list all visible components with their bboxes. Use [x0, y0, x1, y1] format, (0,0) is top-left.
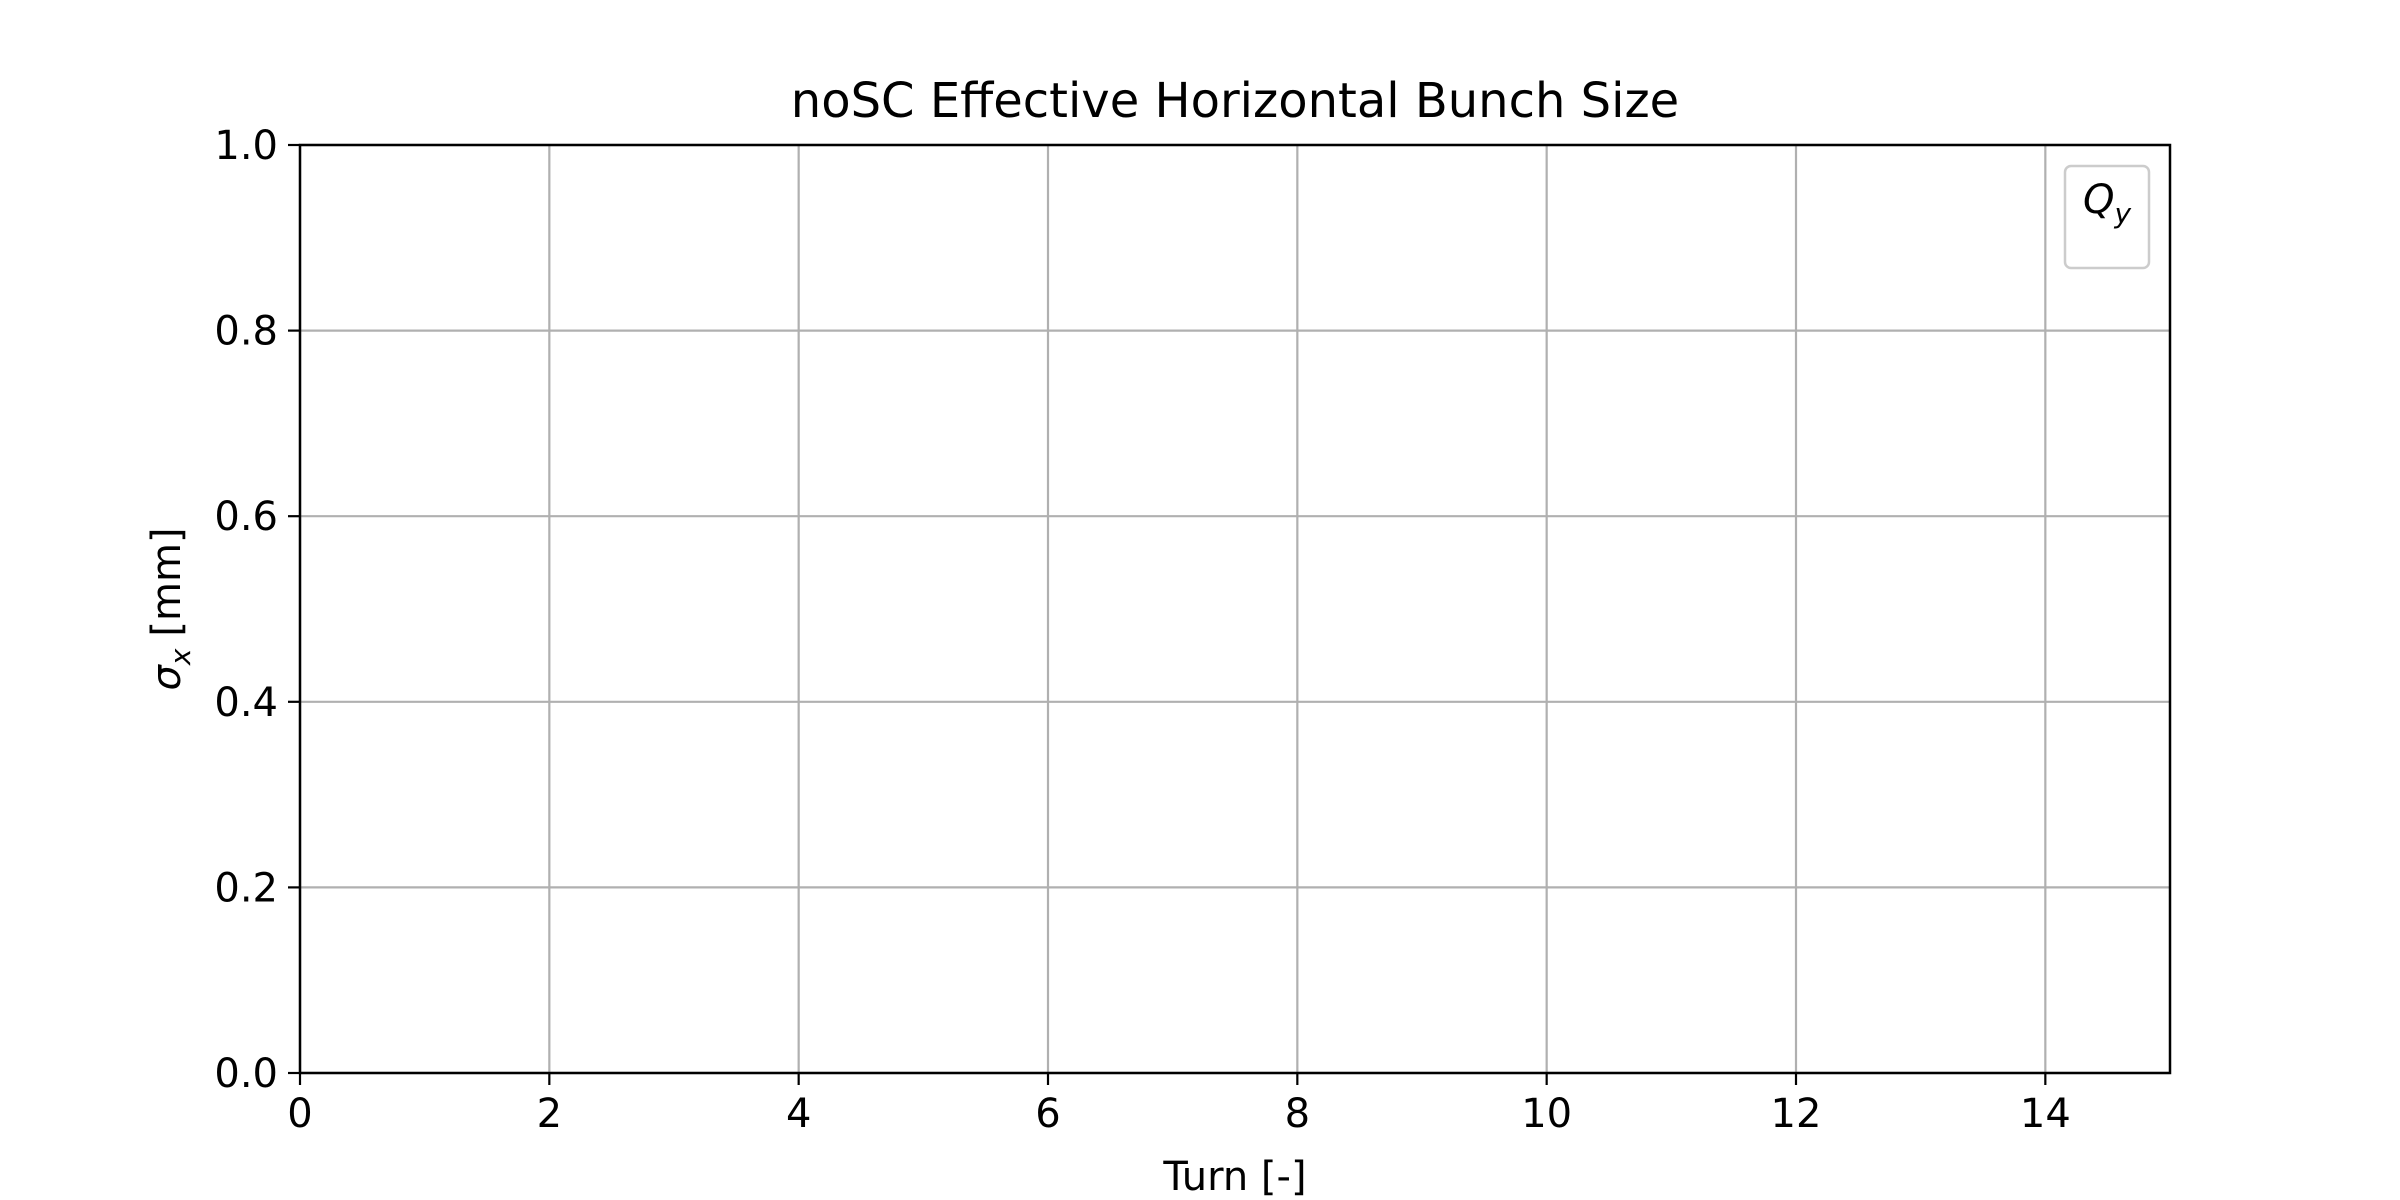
y-tick-label-1: 0.2: [214, 865, 278, 911]
x-tick-label-4: 8: [1285, 1091, 1310, 1137]
legend: Qy: [2063, 164, 2151, 270]
y-tick-label-3: 0.6: [214, 494, 278, 540]
y-tick-label-4: 0.8: [214, 309, 278, 355]
y-tick-label-2: 0.4: [214, 680, 278, 726]
legend-title: Qy: [2083, 177, 2131, 230]
legend-title-subscript: y: [2113, 197, 2131, 230]
x-tick-label-3: 6: [1035, 1091, 1060, 1137]
x-tick-label-6: 12: [1771, 1091, 1822, 1137]
y-axis-label-unit: [mm]: [144, 527, 190, 636]
x-tick-label-1: 2: [537, 1091, 562, 1137]
chart-title: noSC Effective Horizontal Bunch Size: [791, 73, 1679, 129]
y-tick-label-5: 1.0: [214, 123, 278, 169]
x-tick-label-7: 14: [2020, 1091, 2071, 1137]
x-tick-label-2: 4: [786, 1091, 811, 1137]
y-axis-label-subscript: x: [164, 648, 197, 666]
legend-box: [2063, 164, 2151, 270]
y-axis-label: σx [mm]: [144, 527, 197, 690]
ticks: 0 2 4 6 8 10 12 14 0.0 0.2 0.4 0.6 0.8 1.0: [214, 123, 2070, 1137]
plot-frame: [298, 143, 2172, 1075]
y-tick-label-0: 0.0: [214, 1051, 278, 1097]
legend-title-symbol: Q: [2083, 177, 2114, 223]
x-tick-label-5: 10: [1521, 1091, 1572, 1137]
svg-text:σx[mm]: σx [mm]: [144, 527, 197, 690]
y-axis-label-symbol: σ: [144, 664, 190, 691]
x-tick-label-0: 0: [287, 1091, 312, 1137]
x-axis-label: Turn [-]: [1162, 1154, 1306, 1200]
